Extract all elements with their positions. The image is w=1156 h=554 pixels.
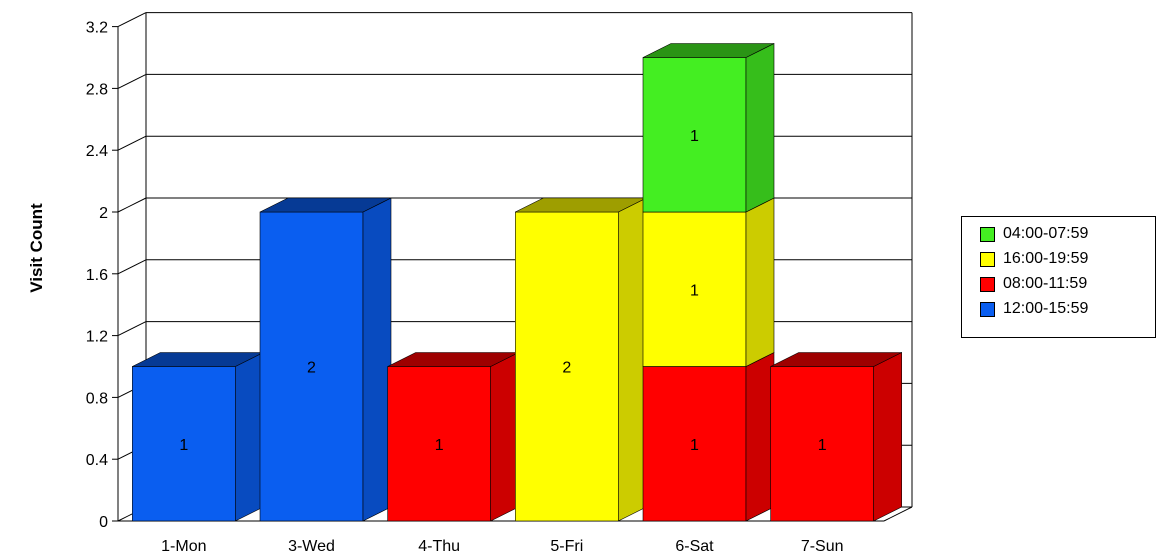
data-label: 1 xyxy=(818,437,827,454)
bar-front xyxy=(132,366,236,522)
x-tick-label: 3-Wed xyxy=(288,538,335,554)
legend-label: 16:00-19:59 xyxy=(1003,250,1089,267)
data-label: 1 xyxy=(690,437,699,454)
y-tick-label: 3.2 xyxy=(86,20,108,37)
y-tick-label: 2 xyxy=(99,205,108,222)
bar-segment: 2 xyxy=(515,197,647,522)
gridline-depth xyxy=(117,73,147,89)
bar-front xyxy=(259,211,364,522)
bar-segment: 1 xyxy=(387,352,519,522)
gridline-depth xyxy=(117,197,147,213)
bar-side xyxy=(873,352,902,522)
legend-label: 04:00-07:59 xyxy=(1003,225,1089,242)
gridline-depth xyxy=(117,135,147,151)
y-axis-ticks: 0 0.4 0.8 1.2 1.6 2 2.4 2.8 3.2 xyxy=(86,20,108,531)
data-label: 1 xyxy=(179,437,188,454)
bars: 1 2 1 2 1 1 1 1 xyxy=(132,43,902,522)
bar-segment: 1 xyxy=(132,352,264,522)
bar-top xyxy=(642,43,775,58)
x-tick-label: 4-Thu xyxy=(418,538,460,554)
y-tick-label: 1.6 xyxy=(86,267,108,284)
bar-side xyxy=(618,197,647,522)
data-label: 2 xyxy=(562,360,571,377)
y-tick-label: 0.4 xyxy=(86,452,108,469)
x-tick-label: 6-Sat xyxy=(675,538,714,554)
y-tick-label: 2.8 xyxy=(86,81,108,98)
legend-item: 16:00-19:59 xyxy=(980,249,1088,269)
gridline-depth xyxy=(117,321,147,337)
bar-front xyxy=(642,211,747,367)
x-tick-label: 5-Fri xyxy=(550,538,583,554)
legend-label: 08:00-11:59 xyxy=(1003,275,1088,292)
y-tick-label: 0 xyxy=(99,514,108,531)
bar-front xyxy=(642,366,747,522)
legend-item: 12:00-15:59 xyxy=(980,299,1088,319)
legend: 04:00-07:59 16:00-19:59 08:00-11:59 12:00-1… xyxy=(961,216,1156,338)
gridline-depth xyxy=(117,259,147,275)
x-axis-ticks: 1-Mon 3-Wed 4-Thu 5-Fri 6-Sat 7-Sun xyxy=(161,538,843,554)
bar-top xyxy=(259,197,392,213)
bar-side xyxy=(362,197,392,522)
bar-front xyxy=(770,366,874,522)
floor-edge xyxy=(883,506,913,522)
gridline-depth xyxy=(117,12,147,28)
legend-item: 04:00-07:59 xyxy=(980,224,1088,244)
bar-segment: 1 xyxy=(770,352,902,522)
legend-label: 12:00-15:59 xyxy=(1003,300,1089,317)
x-tick-label: 7-Sun xyxy=(801,538,844,554)
bar-top xyxy=(770,352,902,367)
legend-swatch xyxy=(980,301,995,317)
legend-swatch xyxy=(980,226,995,242)
legend-swatch xyxy=(980,251,995,267)
y-axis-label: Visit Count xyxy=(27,203,46,293)
y-tick-label: 1.2 xyxy=(86,329,108,346)
bar-side xyxy=(745,197,775,367)
bar-segment: 1 xyxy=(642,43,775,213)
y-tick-label: 0.8 xyxy=(86,390,108,407)
bar-side xyxy=(745,352,775,522)
bar-front xyxy=(387,366,491,522)
bar-segment: 1 xyxy=(642,352,775,522)
bar-front xyxy=(642,57,747,213)
x-tick-label: 1-Mon xyxy=(161,538,206,554)
data-label: 1 xyxy=(690,282,699,299)
bar-side xyxy=(235,352,264,522)
legend-swatch xyxy=(980,276,995,292)
bar-side xyxy=(490,352,519,522)
legend-item: 08:00-11:59 xyxy=(980,274,1087,294)
data-label: 2 xyxy=(307,360,316,377)
data-label: 1 xyxy=(435,437,444,454)
bar-side xyxy=(745,43,775,213)
bar-segment: 2 xyxy=(259,197,392,522)
y-tick-label: 2.4 xyxy=(86,143,108,160)
bar-segment: 1 xyxy=(642,197,775,367)
data-label: 1 xyxy=(690,128,699,145)
bar-front xyxy=(515,211,619,522)
